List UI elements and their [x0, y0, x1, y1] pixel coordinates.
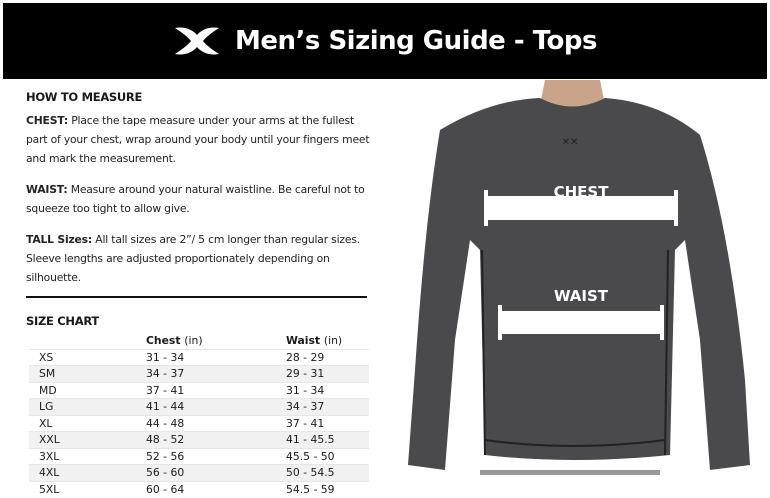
chest-cell: 31 - 34 — [146, 348, 286, 366]
table-row: XS 31 - 34 28 - 29 — [29, 348, 369, 366]
how-to-measure-heading: HOW TO MEASURE — [26, 90, 143, 104]
waist-cell: 28 - 29 — [286, 348, 369, 366]
table-row: XL 44 - 48 37 - 41 — [29, 414, 369, 432]
instructions-panel: HOW TO MEASURE CHEST: Place the tape mea… — [26, 90, 371, 498]
size-cell: XXL — [29, 431, 146, 448]
shirt-logo-icon: ✕✕ — [562, 137, 579, 148]
chest-text: Place the tape measure under your arms a… — [26, 114, 370, 165]
under-armour-logo-icon — [175, 27, 220, 55]
table-row: SM 34 - 37 29 - 31 — [29, 365, 369, 382]
table-row: 3XL 52 - 56 45.5 - 50 — [29, 447, 369, 465]
waist-tape — [500, 311, 662, 334]
size-cell: LG — [29, 398, 146, 415]
size-cell: 3XL — [29, 447, 146, 465]
table-row: MD 37 - 41 31 - 34 — [29, 381, 369, 399]
tall-text: All tall sizes are 2”/ 5 cm longer than … — [26, 233, 360, 284]
waist-cell: 50 - 54.5 — [286, 464, 369, 481]
chest-cell: 56 - 60 — [146, 464, 286, 481]
chest-tape — [486, 196, 676, 220]
waist-column-header: Waist (in) — [286, 333, 343, 347]
size-chart-table: Chest (in) Waist (in) XS 31 - 34 28 - 29 SM… — [29, 332, 369, 498]
chest-instruction: CHEST: Place the tape measure under your… — [26, 111, 371, 168]
shirt-photo: ✕✕ CHEST WAIST — [400, 80, 767, 480]
waist-cell: 31 - 34 — [286, 381, 369, 399]
chest-cell: 34 - 37 — [146, 365, 286, 382]
waist-instruction: WAIST: Measure around your natural waist… — [26, 180, 371, 218]
header-banner: Men’s Sizing Guide - Tops — [3, 3, 767, 79]
table-row: 4XL 56 - 60 50 - 54.5 — [29, 464, 369, 481]
size-cell: XL — [29, 414, 146, 432]
chest-photo-label: CHEST — [554, 183, 610, 201]
size-chart-heading: SIZE CHART — [26, 314, 99, 328]
table-row: XXL 48 - 52 41 - 45.5 — [29, 431, 369, 448]
waist-cell: 41 - 45.5 — [286, 431, 369, 448]
waist-cell: 37 - 41 — [286, 414, 369, 432]
page-title: Men’s Sizing Guide - Tops — [235, 26, 597, 56]
shorts — [480, 470, 660, 480]
waist-text: Measure around your natural waistline. B… — [26, 183, 365, 215]
size-cell: 5XL — [29, 480, 146, 498]
size-cell: XS — [29, 348, 146, 366]
table-row: LG 41 - 44 34 - 37 — [29, 398, 369, 415]
tall-instruction: TALL Sizes: All tall sizes are 2”/ 5 cm … — [26, 230, 371, 287]
waist-cell: 45.5 - 50 — [286, 447, 369, 465]
table-header: Chest (in) Waist (in) — [29, 332, 369, 349]
size-cell: 4XL — [29, 464, 146, 481]
chest-cell: 41 - 44 — [146, 398, 286, 415]
tall-label: TALL Sizes: — [26, 233, 93, 246]
chest-cell: 48 - 52 — [146, 431, 286, 448]
waist-cell: 54.5 - 59 — [286, 480, 369, 498]
chest-column-header: Chest (in) — [146, 333, 203, 347]
waist-photo-label: WAIST — [554, 287, 609, 305]
shirt-body — [408, 98, 750, 470]
chest-cell: 60 - 64 — [146, 480, 286, 498]
chest-cell: 52 - 56 — [146, 447, 286, 465]
table-row: 5XL 60 - 64 54.5 - 59 — [29, 480, 369, 498]
size-cell: SM — [29, 365, 146, 382]
waist-cell: 29 - 31 — [286, 365, 369, 382]
chest-cell: 37 - 41 — [146, 381, 286, 399]
waist-cell: 34 - 37 — [286, 398, 369, 415]
waist-label: WAIST: — [26, 183, 68, 196]
chest-cell: 44 - 48 — [146, 414, 286, 432]
size-cell: MD — [29, 381, 146, 399]
divider — [26, 296, 367, 298]
chest-label: CHEST: — [26, 114, 69, 127]
